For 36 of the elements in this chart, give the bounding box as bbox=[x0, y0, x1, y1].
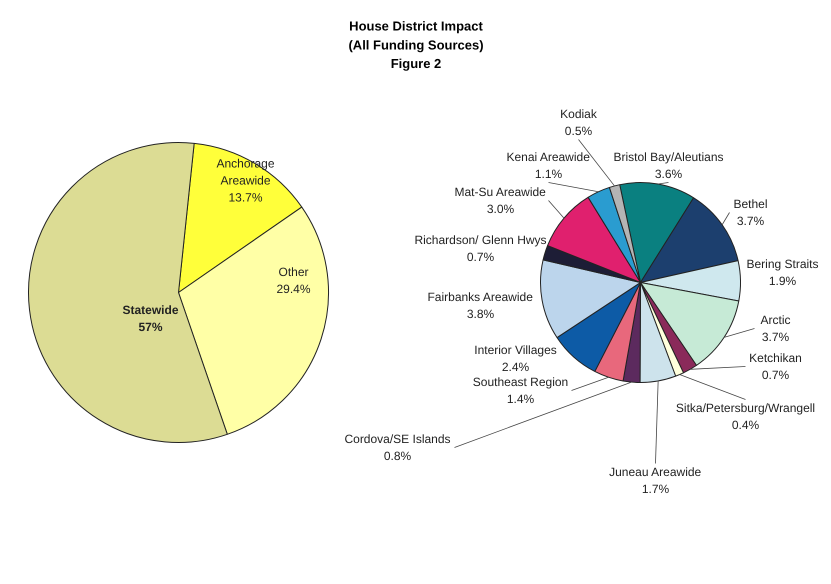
slice-label: Ketchikan bbox=[749, 351, 802, 366]
slice-label: Southeast Region bbox=[472, 375, 568, 390]
data-label: 0.8% bbox=[384, 448, 412, 463]
slice-label: Mat-Su Areawide bbox=[454, 185, 546, 200]
data-label: 57% bbox=[138, 320, 163, 334]
slice-label: Fairbanks Areawide bbox=[427, 290, 534, 304]
slice-label: Arctic bbox=[760, 313, 790, 328]
data-label: 1.4% bbox=[506, 392, 535, 406]
data-label: 3.0% bbox=[486, 202, 515, 216]
data-label: 0.7% bbox=[466, 250, 495, 264]
data-label: 3.6% bbox=[654, 166, 683, 181]
data-label: 13.7% bbox=[228, 190, 263, 204]
data-label: 29.4% bbox=[276, 282, 311, 296]
data-label: 0.4% bbox=[732, 418, 760, 432]
data-label: 1.9% bbox=[768, 274, 797, 288]
slice-label: Juneau Areawide bbox=[609, 465, 702, 480]
data-label: 3.7% bbox=[736, 214, 765, 228]
slice-label: Kodiak bbox=[560, 107, 598, 122]
slice-label: Bristol Bay/Aleutians bbox=[613, 150, 724, 164]
slice-label: Bering Straits bbox=[746, 257, 819, 272]
text: House District Impact (All Funding Sources) Figure 2 bbox=[348, 18, 484, 71]
data-label: 0.5% bbox=[564, 124, 593, 138]
slice-label: Richardson/ Glenn Hwys bbox=[414, 233, 547, 248]
data-label: 0.7% bbox=[762, 368, 790, 382]
data-label: 2.4% bbox=[502, 360, 530, 374]
slice-label: Statewide bbox=[122, 303, 179, 318]
data-label: 3.8% bbox=[466, 306, 495, 321]
slice-label: Other bbox=[278, 265, 309, 280]
data-label: 1.7% bbox=[642, 482, 670, 496]
slice-label: Kenai Areawide bbox=[506, 150, 590, 164]
data-label: 1.1% bbox=[534, 166, 563, 181]
data-label: 3.7% bbox=[762, 330, 790, 344]
slice-label: Interior Villages bbox=[474, 343, 557, 358]
slice-label: Sitka/Petersburg/Wrangell bbox=[676, 401, 816, 416]
slice-label: Cordova/SE Islands bbox=[344, 432, 451, 446]
slice-label: Bethel bbox=[733, 197, 768, 212]
